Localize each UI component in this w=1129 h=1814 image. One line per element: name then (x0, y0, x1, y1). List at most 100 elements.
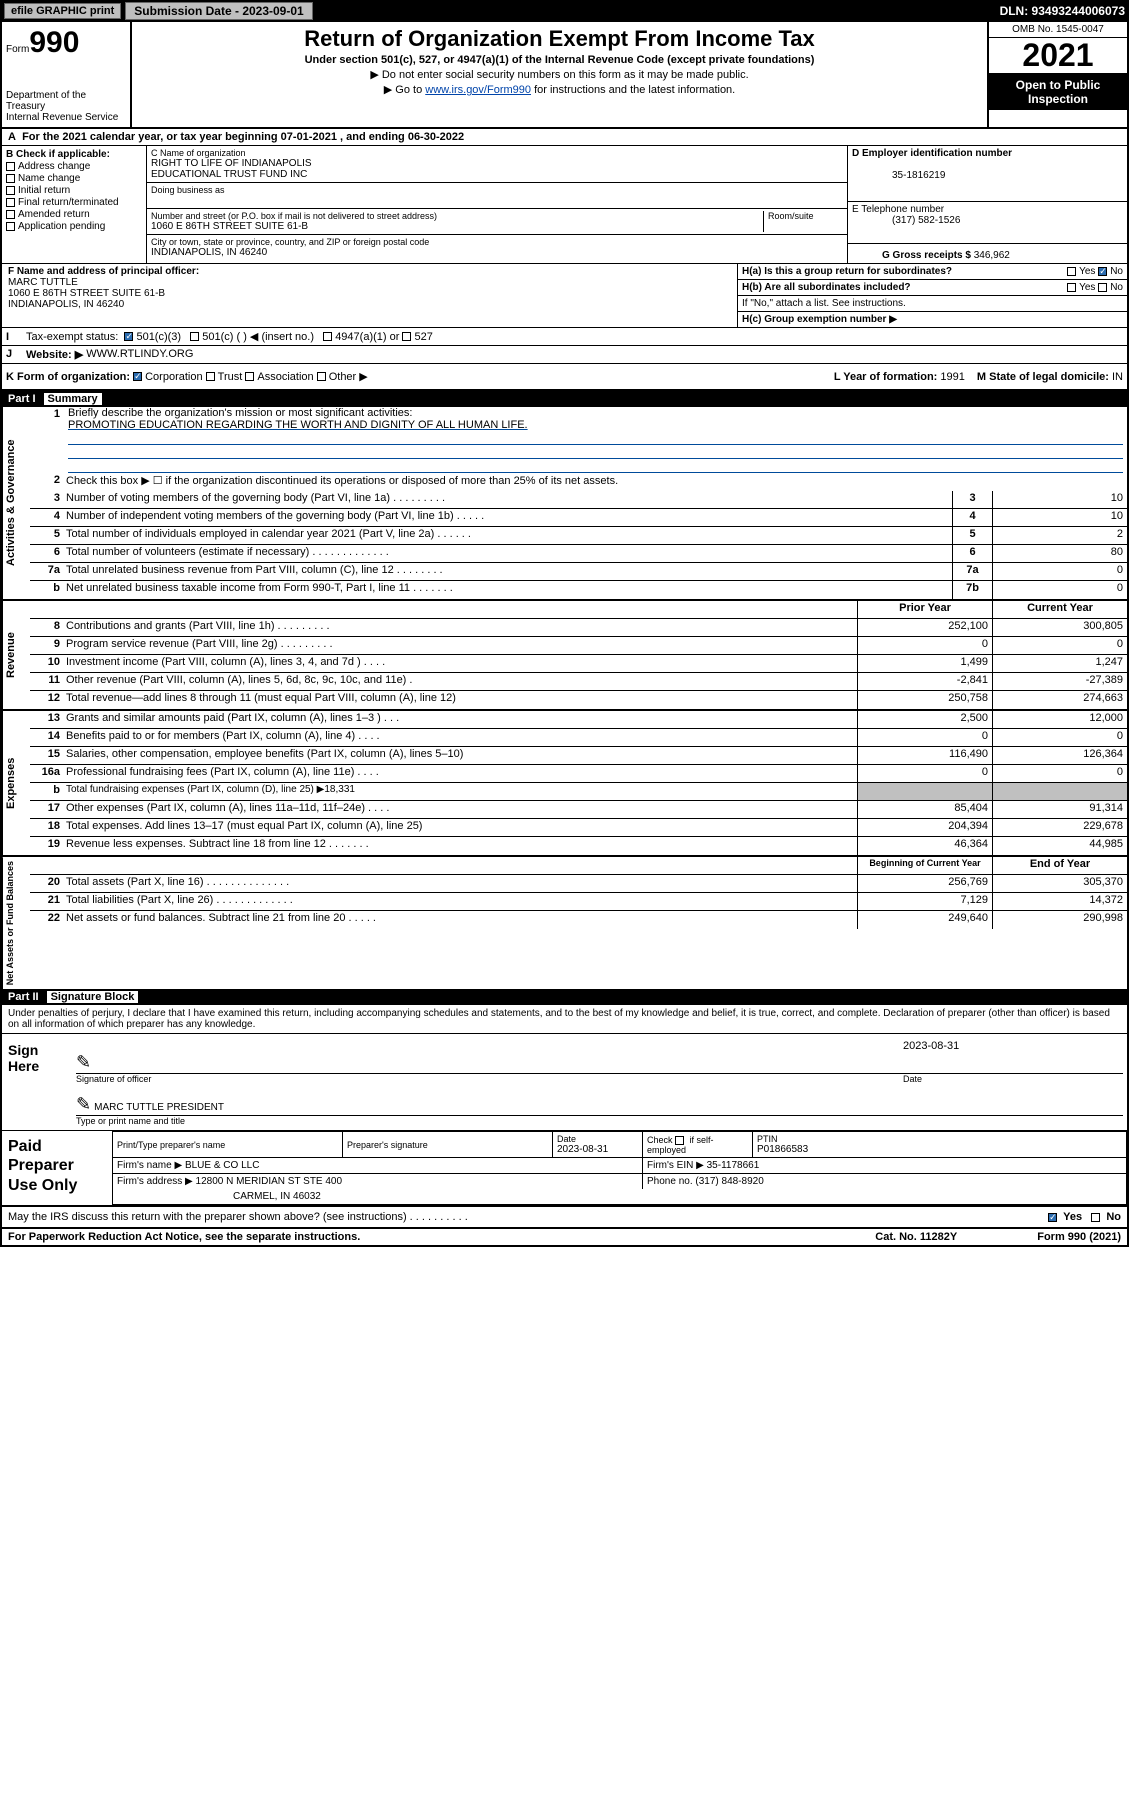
r7a-t: Total unrelated business revenue from Pa… (64, 563, 952, 580)
c-dba-cell: Doing business as (147, 183, 847, 209)
ha-no-check[interactable] (1098, 267, 1107, 276)
footer-left: For Paperwork Reduction Act Notice, see … (8, 1231, 360, 1243)
d-ein-cell: D Employer identification number 35-1816… (848, 146, 1127, 202)
k-trust-check[interactable] (206, 372, 215, 381)
r14-c: 0 (992, 729, 1127, 746)
part-2-no: Part II (8, 991, 39, 1003)
note2-pre: ▶ Go to (384, 84, 425, 96)
r16b-c (992, 783, 1127, 800)
header-center: Return of Organization Exempt From Incom… (132, 22, 987, 127)
efile-print-button[interactable]: efile GRAPHIC print (4, 3, 121, 19)
r9-p: 0 (857, 637, 992, 654)
r7a-b: 7a (952, 563, 992, 580)
row-a-tax-year: A For the 2021 calendar year, or tax yea… (2, 129, 1127, 146)
k-corp-check[interactable] (133, 372, 142, 381)
i-o1: 501(c)(3) (136, 331, 181, 343)
chk-name-change[interactable] (6, 174, 15, 183)
r17-p: 85,404 (857, 801, 992, 818)
r10-c: 1,247 (992, 655, 1127, 672)
part-2-header: Part II Signature Block (2, 989, 1127, 1005)
r19-p: 46,364 (857, 837, 992, 855)
c-name-cell: C Name of organization RIGHT TO LIFE OF … (147, 146, 847, 183)
part-2-title: Signature Block (47, 991, 139, 1003)
website-value: WWW.RTLINDY.ORG (86, 348, 193, 361)
chk-address-change[interactable] (6, 162, 15, 171)
net-vert-label: Net Assets or Fund Balances (2, 857, 30, 989)
header-right: OMB No. 1545-0047 2021 Open to Public In… (987, 22, 1127, 127)
firm-addr2-cell: CARMEL, IN 46032 (113, 1189, 1127, 1205)
r5-b: 5 (952, 527, 992, 544)
current-head: Current Year (992, 601, 1127, 618)
hb-yes-check[interactable] (1067, 283, 1076, 292)
r5-t: Total number of individuals employed in … (64, 527, 952, 544)
firm-ein-cell: Firm's EIN ▶ 35-1178661 (643, 1158, 1127, 1174)
r10-t: Investment income (Part VIII, column (A)… (64, 655, 857, 672)
chk-amended-return[interactable] (6, 210, 15, 219)
ha-label: H(a) Is this a group return for subordin… (742, 266, 952, 277)
b-item-2: Initial return (18, 185, 70, 196)
city-value: INDIANAPOLIS, IN 46240 (151, 247, 267, 258)
r17-c: 91,314 (992, 801, 1127, 818)
pp-h3: Date2023-08-31 (553, 1132, 643, 1158)
g-gross-cell: G Gross receipts $ 346,962 (848, 244, 1127, 263)
omb-number: OMB No. 1545-0047 (989, 22, 1127, 38)
room-label: Room/suite (768, 211, 843, 221)
b-item-0: Address change (18, 161, 90, 172)
hb-label: H(b) Are all subordinates included? (742, 282, 911, 293)
irs-label: Internal Revenue Service (6, 112, 126, 123)
discuss-no: No (1106, 1211, 1121, 1223)
l-label: L Year of formation: (834, 371, 938, 383)
hb-note: If "No," attach a list. See instructions… (738, 296, 1127, 312)
form-number: 990 (29, 26, 79, 59)
form-note-1: ▶ Do not enter social security numbers o… (138, 68, 981, 81)
discuss-yes-check[interactable] (1048, 1213, 1057, 1222)
ein-value: 35-1816219 (852, 170, 945, 181)
r16a-c: 0 (992, 765, 1127, 782)
l-val: 1991 (940, 371, 964, 383)
row-k-l-m: K Form of organization: Corporation Trus… (2, 364, 1127, 391)
i-501c-check[interactable] (190, 332, 199, 341)
street-value: 1060 E 86TH STREET SUITE 61-B (151, 221, 308, 232)
i-501c3-check[interactable] (124, 332, 133, 341)
declaration-text: Under penalties of perjury, I declare th… (2, 1005, 1127, 1034)
i-527-check[interactable] (402, 332, 411, 341)
k-assoc-check[interactable] (245, 372, 254, 381)
c-street-cell: Number and street (or P.O. box if mail i… (147, 209, 847, 235)
r9-c: 0 (992, 637, 1127, 654)
b-item-4: Amended return (18, 209, 90, 220)
exp-vert-label: Expenses (2, 711, 30, 855)
tax-year: 2021 (989, 38, 1127, 74)
pp-self-employed-check[interactable] (675, 1136, 684, 1145)
chk-final-return[interactable] (6, 198, 15, 207)
i-label: Tax-exempt status: (26, 331, 118, 343)
discuss-no-check[interactable] (1091, 1213, 1100, 1222)
r19-t: Revenue less expenses. Subtract line 18 … (64, 837, 857, 855)
r22-c: 290,998 (992, 911, 1127, 929)
hb-no-check[interactable] (1098, 283, 1107, 292)
r16b-t: Total fundraising expenses (Part IX, col… (64, 783, 857, 800)
hb-yes: Yes (1079, 282, 1095, 293)
org-name-2: EDUCATIONAL TRUST FUND INC (151, 169, 307, 180)
irs-link[interactable]: www.irs.gov/Form990 (425, 84, 531, 96)
j-label: Website: ▶ (26, 348, 83, 361)
s1-text: PROMOTING EDUCATION REGARDING THE WORTH … (68, 419, 528, 431)
form-title: Return of Organization Exempt From Incom… (138, 26, 981, 52)
org-name-1: RIGHT TO LIFE OF INDIANAPOLIS (151, 158, 312, 169)
r14-p: 0 (857, 729, 992, 746)
r8-c: 300,805 (992, 619, 1127, 636)
gov-vert-label: Activities & Governance (2, 407, 30, 599)
i-4947-check[interactable] (323, 332, 332, 341)
k-other-check[interactable] (317, 372, 326, 381)
r15-t: Salaries, other compensation, employee b… (64, 747, 857, 764)
form-subtitle: Under section 501(c), 527, or 4947(a)(1)… (138, 54, 981, 66)
chk-initial-return[interactable] (6, 186, 15, 195)
r22-t: Net assets or fund balances. Subtract li… (64, 911, 857, 929)
r12-t: Total revenue—add lines 8 through 11 (mu… (64, 691, 857, 709)
ha-yes-check[interactable] (1067, 267, 1076, 276)
chk-application-pending[interactable] (6, 222, 15, 231)
r3-t: Number of voting members of the governin… (64, 491, 952, 508)
type-name-label: Type or print name and title (76, 1116, 1123, 1126)
r11-c: -27,389 (992, 673, 1127, 690)
r22-p: 249,640 (857, 911, 992, 929)
b-label: B Check if applicable: (6, 149, 142, 160)
